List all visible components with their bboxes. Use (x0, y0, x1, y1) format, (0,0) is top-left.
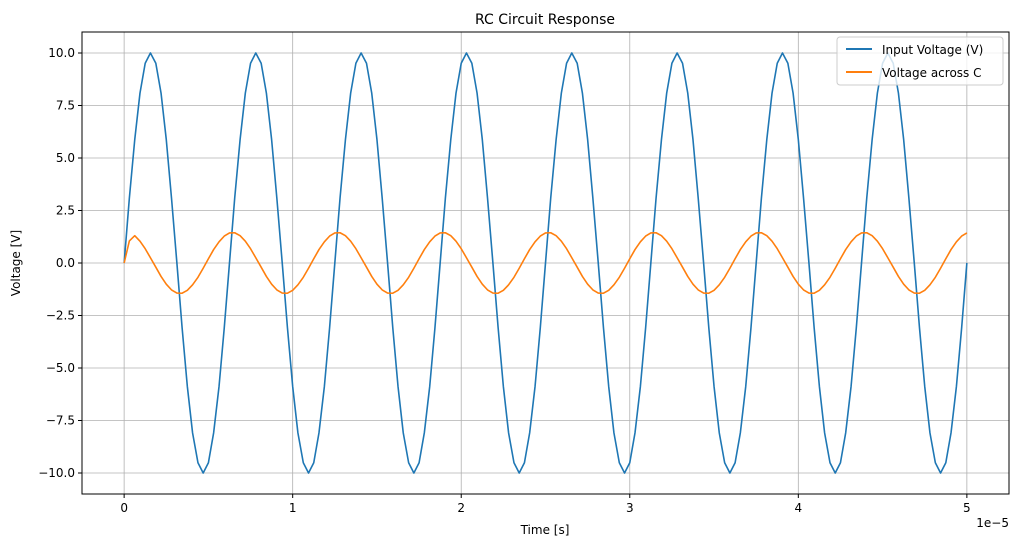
legend-label-capacitor: Voltage across C (882, 66, 982, 80)
x-tick-label: 4 (794, 501, 802, 515)
y-tick-label: −7.5 (46, 414, 75, 428)
y-tick-label: −2.5 (46, 309, 75, 323)
x-tick-label: 1 (289, 501, 297, 515)
y-tick-label: 7.5 (56, 99, 75, 113)
legend: Input Voltage (V) Voltage across C (836, 36, 1004, 86)
series-line-voltage-across-c (123, 231, 968, 295)
x-tick-label: 2 (457, 501, 465, 515)
y-tick-label: 10.0 (48, 46, 75, 60)
x-axis-label: Time [s] (520, 523, 570, 537)
y-tick-label: −5.0 (46, 361, 75, 375)
x-offset-text: 1e−5 (976, 516, 1009, 530)
series-line-input-voltage (123, 52, 968, 474)
plot-lines (123, 52, 968, 474)
chart-title: RC Circuit Response (475, 12, 615, 28)
legend-box (836, 36, 1004, 86)
legend-label-input: Input Voltage (V) (882, 43, 983, 57)
y-tick-label: 5.0 (56, 151, 75, 165)
y-tick-label: −10.0 (38, 466, 75, 480)
ticks: 0 1 2 3 4 5 −10.0 −7.5 −5.0 −2.5 0.0 2.5 5.0 7.5 10.0 (38, 46, 970, 515)
x-tick-label: 5 (963, 501, 971, 515)
x-tick-label: 0 (120, 501, 128, 515)
y-tick-label: 2.5 (56, 204, 75, 218)
y-tick-label: 0.0 (56, 256, 75, 270)
y-axis-label: Voltage [V] (9, 230, 23, 296)
x-tick-label: 3 (626, 501, 634, 515)
